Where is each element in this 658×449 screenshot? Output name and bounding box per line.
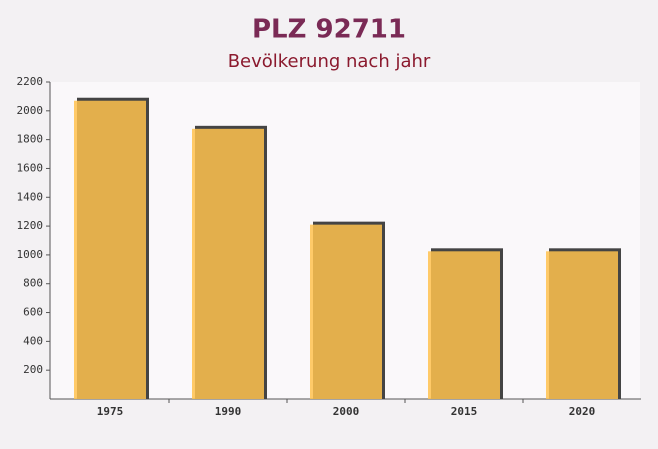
chart-subtitle: Bevölkerung nach jahr bbox=[228, 51, 431, 72]
y-tick-label: 1600 bbox=[17, 161, 44, 174]
chart-title: PLZ 92711 bbox=[252, 15, 406, 45]
bar bbox=[310, 224, 382, 399]
bar bbox=[428, 251, 500, 399]
bar bbox=[192, 128, 264, 400]
y-tick-label: 400 bbox=[23, 334, 43, 347]
y-tick-label: 2200 bbox=[17, 75, 44, 88]
x-tick-label: 1975 bbox=[97, 405, 124, 418]
bar bbox=[546, 251, 618, 399]
y-tick-label: 800 bbox=[23, 277, 43, 290]
y-tick-label: 2000 bbox=[17, 104, 44, 117]
y-tick-label: 1000 bbox=[17, 248, 44, 261]
x-tick-label: 2015 bbox=[451, 405, 478, 418]
x-tick-label: 2020 bbox=[569, 405, 596, 418]
y-tick-label: 1400 bbox=[17, 190, 44, 203]
y-tick-label: 1200 bbox=[17, 219, 44, 232]
y-tick-label: 200 bbox=[23, 363, 43, 376]
x-tick-label: 1990 bbox=[215, 405, 242, 418]
y-tick-label: 600 bbox=[23, 306, 43, 319]
x-tick-label: 2000 bbox=[333, 405, 360, 418]
bar bbox=[74, 100, 146, 400]
y-tick-label: 1800 bbox=[17, 133, 44, 146]
